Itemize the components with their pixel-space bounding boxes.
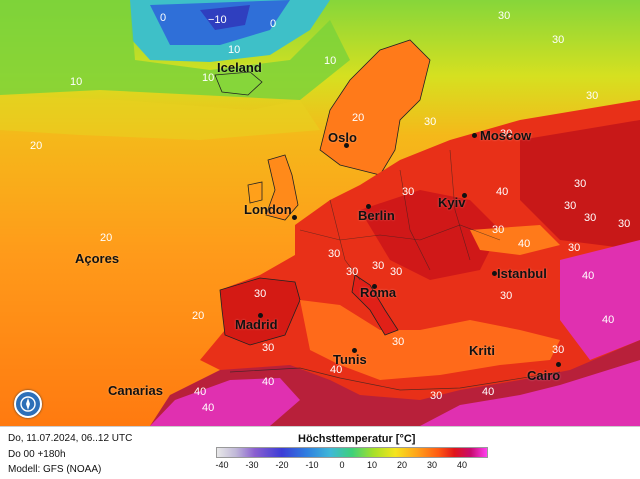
isotherm-label: 40 bbox=[202, 402, 215, 414]
color-scale-bar bbox=[216, 447, 488, 458]
isotherm-label: 40 bbox=[518, 238, 531, 250]
footer: Do, 11.07.2024, 06..12 UTC Do 00 +180h M… bbox=[0, 426, 640, 479]
legend-tick: 0 bbox=[339, 460, 345, 470]
legend-tick: 20 bbox=[396, 460, 408, 470]
forecast-run: Do 00 +180h bbox=[8, 449, 66, 460]
city-marker bbox=[472, 133, 477, 138]
temperature-map: 0 −10 0 10 10 10 20 20 20 30 30 30 30 30… bbox=[0, 0, 640, 426]
legend-title: Höchsttemperatur [°C] bbox=[298, 433, 416, 445]
isotherm-label: 30 bbox=[498, 10, 511, 22]
city-marker bbox=[352, 348, 357, 353]
city-label-roma: Roma bbox=[360, 285, 397, 300]
isotherm-label: 40 bbox=[194, 386, 207, 398]
isotherm-label: 20 bbox=[352, 112, 365, 124]
compass-icon[interactable] bbox=[14, 390, 42, 418]
isotherm-label: 40 bbox=[262, 376, 275, 388]
city-label-iceland: Iceland bbox=[217, 60, 262, 75]
isotherm-label: 0 bbox=[270, 18, 277, 30]
legend-tick: -20 bbox=[275, 460, 289, 470]
isotherm-label: 30 bbox=[424, 116, 437, 128]
isotherm-label: 30 bbox=[346, 266, 359, 278]
isotherm-label: 40 bbox=[330, 364, 343, 376]
city-label-cairo: Cairo bbox=[527, 368, 561, 383]
forecast-date: Do, 11.07.2024, 06..12 UTC bbox=[8, 433, 133, 444]
city-label-acores: Açores bbox=[75, 251, 120, 266]
isotherm-label: 30 bbox=[564, 200, 577, 212]
isotherm-label: 30 bbox=[568, 242, 581, 254]
city-label-kriti: Kriti bbox=[469, 343, 495, 358]
city-label-berlin: Berlin bbox=[358, 208, 395, 223]
isotherm-label: 10 bbox=[70, 76, 83, 88]
isotherm-label: 10 bbox=[324, 55, 337, 67]
isotherm-label: 10 bbox=[228, 44, 241, 56]
isotherm-label: 30 bbox=[402, 186, 415, 198]
isotherm-label: −10 bbox=[208, 14, 227, 26]
legend-tick: 40 bbox=[456, 460, 468, 470]
isotherm-label: 30 bbox=[618, 218, 631, 230]
city-marker bbox=[556, 362, 561, 367]
city-label-madrid: Madrid bbox=[235, 317, 278, 332]
isotherm-label: 40 bbox=[482, 386, 495, 398]
city-marker bbox=[462, 193, 467, 198]
city-label-london: London bbox=[244, 202, 292, 217]
city-label-kyiv: Kyiv bbox=[438, 195, 466, 210]
map-background bbox=[0, 0, 640, 426]
isotherm-label: 30 bbox=[328, 248, 341, 260]
isotherm-label: 30 bbox=[372, 260, 385, 272]
city-marker bbox=[344, 143, 349, 148]
isotherm-label: 40 bbox=[602, 314, 615, 326]
city-label-tunis: Tunis bbox=[333, 352, 367, 367]
city-label-canarias: Canarias bbox=[108, 383, 163, 398]
isotherm-label: 30 bbox=[500, 290, 513, 302]
isotherm-label: 30 bbox=[586, 90, 599, 102]
isotherm-label: 30 bbox=[392, 336, 405, 348]
isotherm-label: 30 bbox=[552, 34, 565, 46]
isotherm-label: 0 bbox=[160, 12, 167, 24]
legend-tick: 10 bbox=[366, 460, 378, 470]
isotherm-label: 30 bbox=[390, 266, 403, 278]
legend-tick: -10 bbox=[305, 460, 319, 470]
isotherm-label: 40 bbox=[582, 270, 595, 282]
isotherm-label: 20 bbox=[100, 232, 113, 244]
isotherm-label: 20 bbox=[192, 310, 205, 322]
isotherm-label: 10 bbox=[202, 72, 215, 84]
isotherm-label: 30 bbox=[492, 224, 505, 236]
isotherm-label: 30 bbox=[254, 288, 267, 300]
isotherm-label: 40 bbox=[496, 186, 509, 198]
compass-icon bbox=[20, 396, 36, 412]
model-name: Modell: GFS (NOAA) bbox=[8, 464, 102, 475]
city-marker bbox=[258, 313, 263, 318]
city-label-istanbul: Istanbul bbox=[497, 266, 547, 281]
city-label-moscow: Moscow bbox=[480, 128, 532, 143]
city-marker bbox=[492, 271, 497, 276]
isotherm-label: 30 bbox=[584, 212, 597, 224]
isotherm-label: 30 bbox=[500, 128, 513, 140]
isotherm-label: 30 bbox=[552, 344, 565, 356]
city-marker bbox=[366, 204, 371, 209]
city-marker bbox=[372, 284, 377, 289]
city-label-oslo: Oslo bbox=[328, 130, 357, 145]
isotherm-label: 30 bbox=[262, 342, 275, 354]
legend-tick: -40 bbox=[215, 460, 229, 470]
isotherm-label: 20 bbox=[30, 140, 43, 152]
legend-tick: -30 bbox=[245, 460, 259, 470]
legend-tick: 30 bbox=[426, 460, 438, 470]
city-marker bbox=[292, 215, 297, 220]
isotherm-label: 30 bbox=[430, 390, 443, 402]
isotherm-label: 30 bbox=[574, 178, 587, 190]
